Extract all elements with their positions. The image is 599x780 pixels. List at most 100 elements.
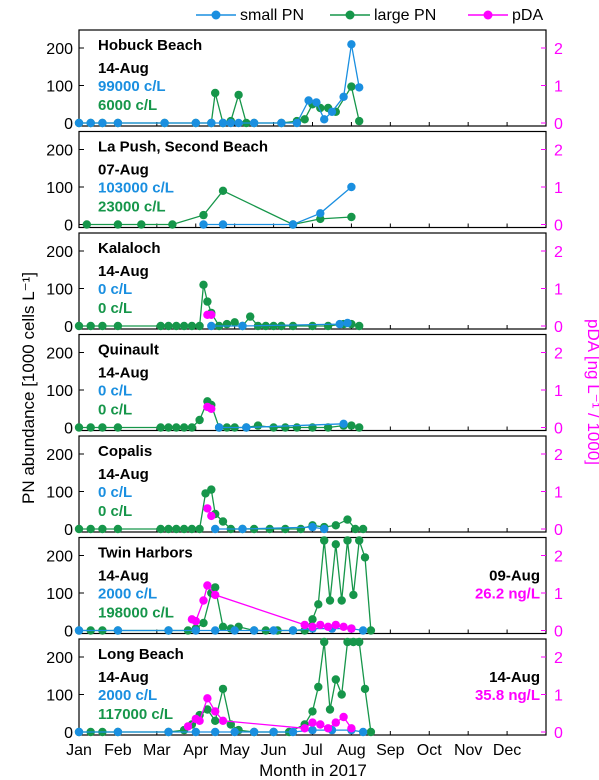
pda-point <box>211 707 220 716</box>
small-pn-point <box>347 182 356 192</box>
large-pn-point <box>179 321 189 331</box>
small-pn-point <box>292 118 302 128</box>
large-pn-point <box>314 682 323 692</box>
large-pn-point <box>156 321 165 331</box>
pda-point <box>203 504 212 513</box>
y-right-tick-label: 0 <box>554 218 563 235</box>
y-right-tick-label: 2 <box>554 549 563 566</box>
pda-point <box>207 310 216 319</box>
x-tick-label: Jul <box>302 742 322 759</box>
large-pn-point <box>113 220 123 229</box>
small-pn-point <box>249 727 259 737</box>
large-pn-point <box>300 115 309 124</box>
site-name: Twin Harbors <box>98 545 193 562</box>
large-pn-point <box>168 220 177 229</box>
x-tick-label: Jun <box>261 742 287 759</box>
large-pn-point <box>349 590 358 600</box>
large-pn-point <box>320 536 329 545</box>
small-pn-point <box>214 423 224 432</box>
large-pn-point <box>358 524 368 534</box>
small-pn-point <box>98 118 107 128</box>
small-pn-point <box>347 40 356 49</box>
pda-point <box>203 581 212 590</box>
y-left-tick-label: 0 <box>64 116 73 133</box>
x-tick-label: Apr <box>183 742 209 759</box>
pda-point <box>218 716 228 725</box>
small-pn-point <box>191 118 200 128</box>
small-pn-value: 2000 c/L <box>98 687 157 704</box>
x-tick-label: Jan <box>66 742 92 759</box>
large-pn-point <box>195 415 204 425</box>
x-tick-label: Nov <box>454 742 482 759</box>
small-pn-value: 0 c/L <box>98 383 132 400</box>
large-pn-point <box>230 318 239 327</box>
large-pn-value: 0 c/L <box>98 402 132 419</box>
x-tick-label: May <box>220 742 250 759</box>
large-pn-point <box>179 524 189 534</box>
small-pn-point <box>343 318 352 328</box>
y-right-tick-label: 1 <box>554 586 563 603</box>
large-pn-point <box>203 297 212 306</box>
large-pn-point <box>308 615 317 624</box>
large-pn-point <box>172 321 181 331</box>
small-pn-point <box>238 524 247 534</box>
small-pn-point <box>316 209 325 218</box>
large-pn-point <box>203 705 212 714</box>
large-pn-point <box>343 637 352 647</box>
small-pn-line <box>215 526 325 530</box>
large-pn-point <box>355 321 364 331</box>
large-pn-point <box>207 485 216 494</box>
y-left-tick-label: 100 <box>46 485 73 502</box>
large-pn-point <box>113 321 123 331</box>
y-left-tick-label: 100 <box>46 282 73 299</box>
legend-large-marker <box>345 10 355 20</box>
large-pn-point <box>360 684 370 694</box>
large-pn-value: 23000 c/L <box>98 199 166 216</box>
large-pn-point <box>347 421 356 430</box>
small-pn-point <box>74 727 84 737</box>
y-right-tick-label: 2 <box>554 346 563 363</box>
large-pn-point <box>308 707 317 716</box>
large-pn-point <box>156 524 165 534</box>
y-right-tick-label: 0 <box>554 421 563 438</box>
large-pn-point <box>351 524 360 534</box>
small-pn-point <box>269 626 278 635</box>
large-pn-point <box>314 600 323 609</box>
small-pn-point <box>218 118 228 128</box>
x-tick-label: Oct <box>417 742 442 759</box>
y-right-tick-label: 2 <box>554 447 563 464</box>
pda-point <box>308 622 317 631</box>
large-pn-point <box>253 421 263 430</box>
large-pn-value: 117000 c/L <box>98 706 173 723</box>
y-right-tick-label: 2 <box>554 143 563 160</box>
small-pn-point <box>211 626 220 635</box>
sample-date: 14-Aug <box>98 263 149 280</box>
large-pn-point <box>343 536 352 545</box>
large-pn-point <box>218 186 228 195</box>
small-pn-point <box>74 626 84 635</box>
large-pn-point <box>331 540 340 549</box>
large-pn-point <box>113 423 123 432</box>
small-pn-point <box>335 319 344 329</box>
small-pn-point <box>277 118 286 128</box>
small-pn-point <box>288 727 298 737</box>
y-right-tick-label: 0 <box>554 624 563 641</box>
large-pn-point <box>86 321 95 331</box>
y-left-tick-label: 100 <box>46 79 73 96</box>
small-pn-value: 0 c/L <box>98 484 132 501</box>
y-right-tick-label: 1 <box>554 485 563 502</box>
small-pn-point <box>207 118 216 128</box>
large-pn-point <box>164 524 173 534</box>
large-pn-point <box>211 88 220 98</box>
pda-point <box>323 622 333 631</box>
large-pn-point <box>366 626 376 635</box>
y-left-tick-label: 0 <box>64 725 73 742</box>
large-pn-point <box>98 321 107 331</box>
site-name: Hobuck Beach <box>98 37 202 54</box>
y-right-tick-label: 2 <box>554 244 563 261</box>
pda-point <box>191 616 200 626</box>
large-pn-point <box>347 82 356 91</box>
y-left-tick-label: 200 <box>46 346 73 363</box>
large-pn-point <box>281 524 290 534</box>
